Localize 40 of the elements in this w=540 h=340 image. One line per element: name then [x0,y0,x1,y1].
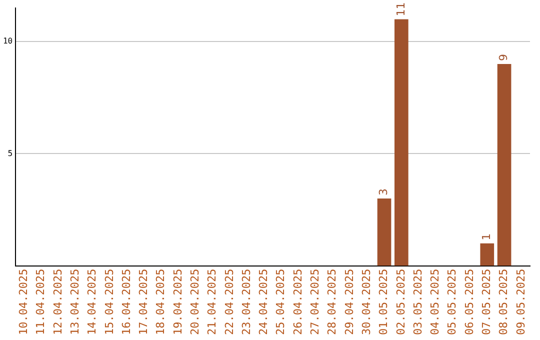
x-tick-label: 14.04.2025 [86,268,99,336]
x-tick-label: 07.05.2025 [480,268,493,336]
data-label: 11 [394,2,408,16]
x-tick-label: 29.04.2025 [342,268,356,336]
x-tick-label: 13.04.2025 [68,268,82,336]
x-tick-label: 02.05.2025 [394,268,408,336]
x-tick-label: 15.04.2025 [102,268,116,336]
y-tick-label: 10 [2,36,13,46]
x-tick-label: 26.04.2025 [291,268,304,336]
x-tick-label: 25.04.2025 [274,268,288,336]
x-tick-label: 30.04.2025 [360,268,373,336]
x-tick-label: 22.04.2025 [222,268,236,336]
x-tick-label: 06.05.2025 [462,268,476,336]
data-label: 1 [480,233,493,240]
y-tick-label: 5 [8,148,13,158]
bar [394,19,408,266]
data-label: 3 [377,188,390,196]
x-tick-label: 17.04.2025 [137,268,150,336]
x-tick-label: 11.04.2025 [34,268,48,336]
x-tick-label: 05.05.2025 [446,268,459,336]
x-tick-label: 19.04.2025 [171,268,184,336]
x-tick-label: 21.04.2025 [206,268,219,336]
x-tick-label: 08.05.2025 [497,268,510,336]
x-tick-label: 27.04.2025 [308,268,322,336]
bar [480,243,494,266]
bar [497,64,512,266]
x-tick-label: 09.05.2025 [514,268,528,336]
x-tick-label: 28.04.2025 [326,268,339,336]
bar [377,198,392,266]
x-tick-label: 03.05.2025 [411,268,424,336]
data-label: 9 [497,54,510,62]
x-tick-label: 18.04.2025 [154,268,168,336]
x-tick-label: 12.04.2025 [51,268,64,336]
x-tick-label: 24.04.2025 [257,268,270,336]
x-tick-label: 20.04.2025 [188,268,202,336]
x-tick-label: 10.04.2025 [17,268,30,336]
x-tick-label: 16.04.2025 [120,268,133,336]
x-tick-label: 23.04.2025 [240,268,253,336]
x-tick-label: 04.05.2025 [428,268,442,336]
x-tick-label: 01.05.2025 [377,268,390,336]
